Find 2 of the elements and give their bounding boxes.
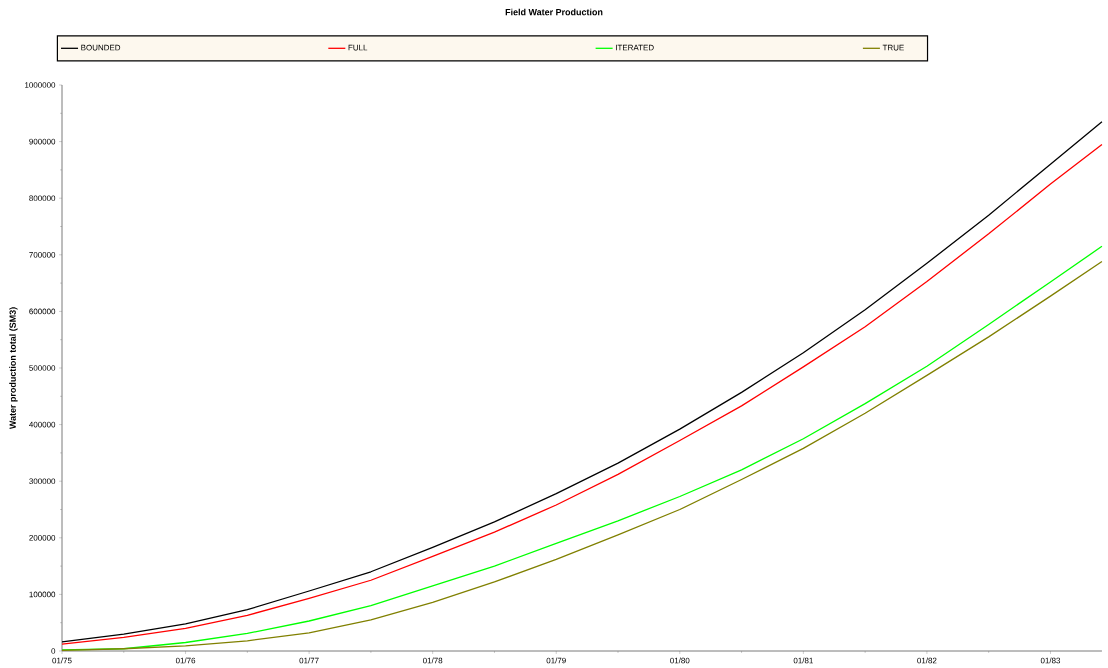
chart-title: Field Water Production	[505, 8, 603, 16]
y-axis-title: Water production total (SM3)	[9, 307, 18, 430]
